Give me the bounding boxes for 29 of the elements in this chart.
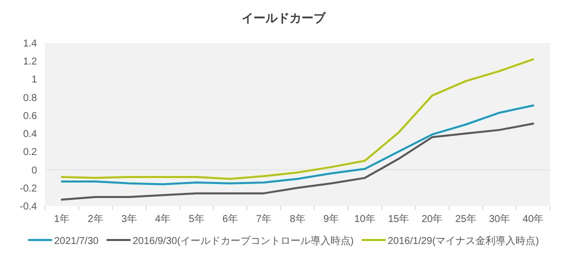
y-tick-label: 0 [31,165,38,176]
y-tick-label: 1 [31,74,38,86]
y-tick-label: 0.6 [23,110,38,122]
chart-title: イールドカーブ [242,11,326,25]
y-tick-label: 1.4 [23,38,38,50]
x-tick-label: 9年 [323,213,339,225]
x-tick-label: 25年 [455,213,476,225]
y-tick-label: 0.8 [23,92,38,104]
y-tick-label: 1.2 [23,56,38,68]
x-tick-label: 8年 [290,213,306,225]
x-tick-label: 7年 [256,213,272,225]
legend-label: 2021/7/30 [54,236,100,247]
x-tick-label: 5年 [188,213,204,225]
legend-label: 2016/9/30(イールドカーブコントロール導入時点) [132,235,354,247]
legend-label: 2016/1/29(マイナス金利導入時点) [388,235,539,247]
x-tick-label: 20年 [422,213,443,225]
x-tick-label: 15年 [388,213,410,225]
x-tick-label: 1年 [54,213,70,225]
x-tick-label: 40年 [522,213,544,225]
x-tick-label: 3年 [121,213,137,225]
y-tick-label: 0.2 [23,147,38,158]
y-tick-label: 0.4 [23,129,38,140]
y-tick-label: -0.4 [20,202,38,212]
y-tick-label: -0.2 [20,183,38,194]
x-tick-label: 2年 [88,213,104,225]
x-tick-label: 4年 [155,213,171,225]
x-tick-label: 6年 [222,213,238,225]
x-tick-label: 30年 [488,213,510,225]
x-tick-label: 10年 [354,213,376,225]
